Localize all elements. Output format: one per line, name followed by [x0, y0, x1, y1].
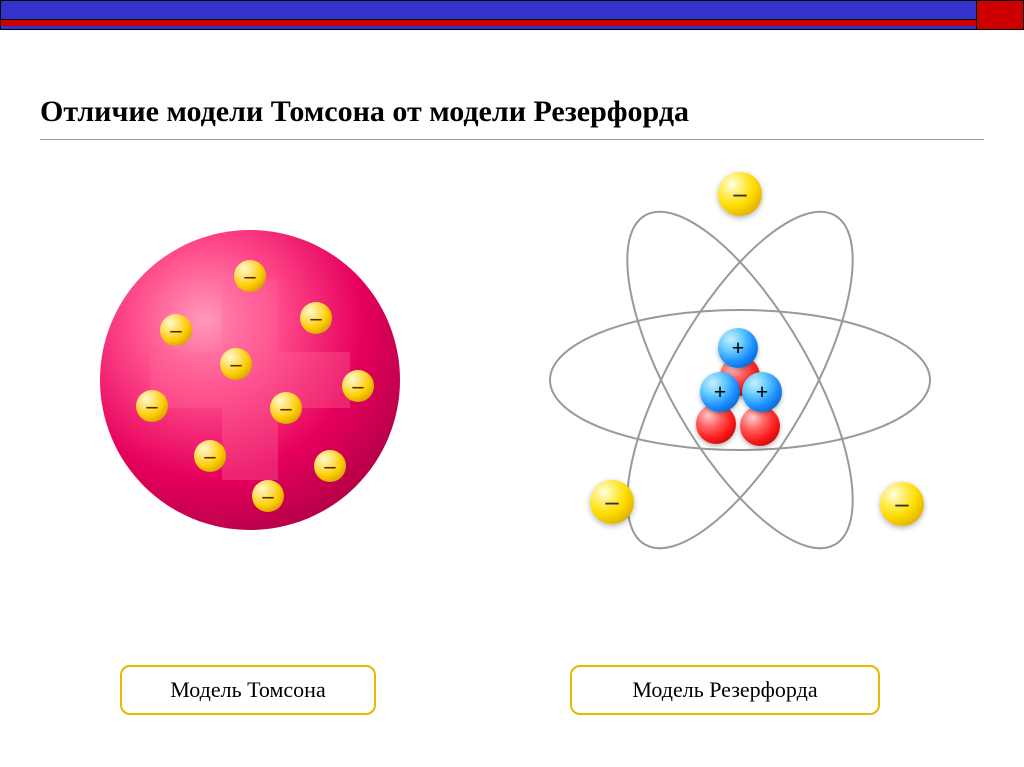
bar-blue-top: [0, 0, 1024, 20]
top-bar: [0, 0, 1024, 30]
rutherford-electron: –: [718, 172, 762, 216]
rutherford-label: Модель Резерфорда: [632, 677, 817, 702]
thomson-electron: –: [270, 392, 302, 424]
thomson-electron: –: [136, 390, 168, 422]
proton: +: [742, 372, 782, 412]
rutherford-model: +++ –––: [540, 180, 940, 580]
bar-red-corner-box: [976, 0, 1024, 30]
thomson-electron: –: [300, 302, 332, 334]
proton: +: [718, 328, 758, 368]
page-title: Отличие модели Томсона от модели Резерфо…: [40, 95, 984, 140]
thomson-label-box: Модель Томсона: [120, 665, 376, 715]
rutherford-electron: –: [590, 480, 634, 524]
thomson-electron: –: [234, 260, 266, 292]
thomson-label: Модель Томсона: [170, 677, 325, 702]
rutherford-electron: –: [880, 482, 924, 526]
thomson-electron: –: [342, 370, 374, 402]
thomson-model: ––––––––––: [100, 230, 400, 530]
title-section: Отличие модели Томсона от модели Резерфо…: [40, 95, 984, 140]
thomson-electron: –: [160, 314, 192, 346]
rutherford-label-box: Модель Резерфорда: [570, 665, 880, 715]
thomson-electron: –: [314, 450, 346, 482]
bar-blue-bottom: [0, 26, 1024, 30]
neutron: [740, 406, 780, 446]
models-area: –––––––––– +++ –––: [0, 180, 1024, 640]
thomson-electron: –: [220, 348, 252, 380]
thomson-electron: –: [252, 480, 284, 512]
proton: +: [700, 372, 740, 412]
thomson-electron: –: [194, 440, 226, 472]
